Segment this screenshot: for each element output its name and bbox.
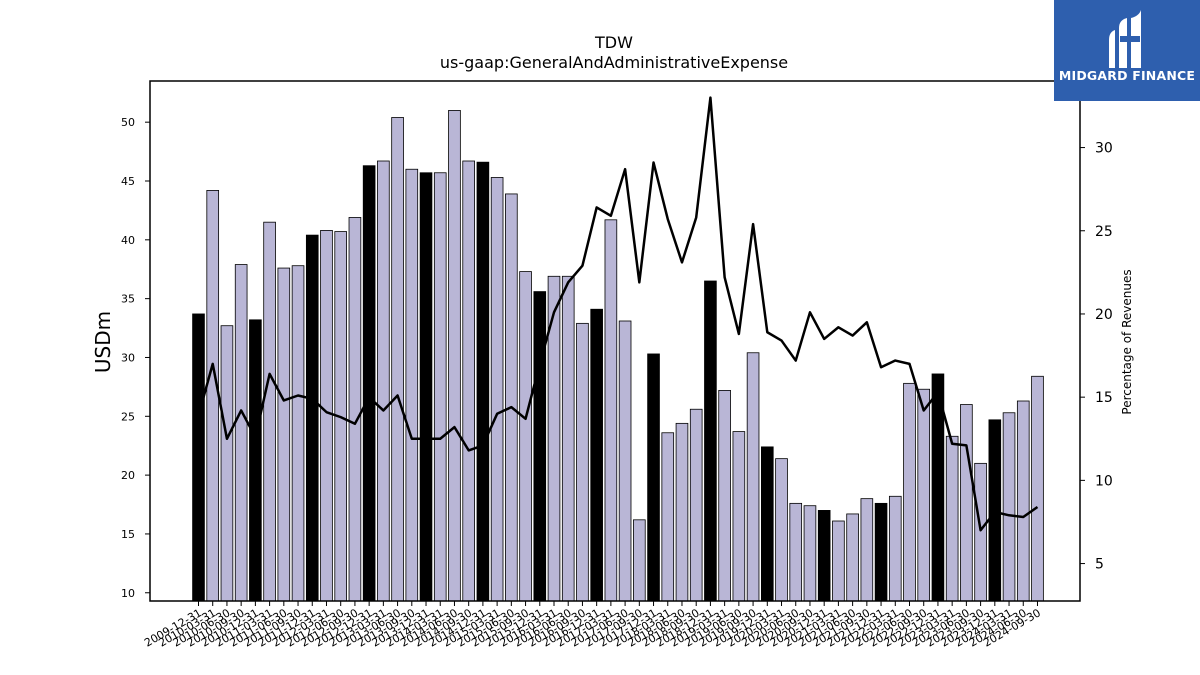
bar xyxy=(888,495,902,602)
bar xyxy=(305,234,319,602)
bar xyxy=(846,513,859,602)
y-tick-label: 30 xyxy=(121,351,135,364)
bar xyxy=(1016,400,1030,602)
bar xyxy=(917,388,931,602)
bar xyxy=(362,165,376,602)
y-tick-label: 40 xyxy=(121,234,135,247)
bar xyxy=(220,325,234,602)
bar xyxy=(775,458,788,602)
y-tick-label: 35 xyxy=(121,293,135,306)
y2-tick-label: 20 xyxy=(1095,307,1113,323)
bar xyxy=(391,117,404,602)
bar xyxy=(263,221,276,602)
bar xyxy=(206,190,220,602)
bar xyxy=(661,432,675,602)
bar xyxy=(490,177,504,602)
series-line xyxy=(197,96,1039,532)
bar xyxy=(874,502,888,602)
y-tick-label: 25 xyxy=(121,410,135,423)
bar xyxy=(320,230,333,602)
y-tick-label: 10 xyxy=(121,587,135,600)
brand-logo: MIDGARD FINANCE xyxy=(1054,0,1200,101)
bar xyxy=(746,352,760,602)
y-tick-label: 45 xyxy=(121,175,135,188)
bar xyxy=(945,435,959,602)
bar xyxy=(618,320,632,602)
y2-axis-label: Percentage of Revenues xyxy=(1120,269,1134,414)
y2-tick-label: 25 xyxy=(1095,224,1113,240)
y2-tick-label: 15 xyxy=(1095,390,1113,406)
bar xyxy=(974,462,987,602)
bar xyxy=(803,505,817,602)
chart-subtitle: us-gaap:GeneralAndAdministrativeExpense xyxy=(440,53,788,72)
bar xyxy=(604,219,618,602)
bar xyxy=(519,271,532,602)
bar xyxy=(960,404,973,602)
bar xyxy=(647,353,660,602)
bar xyxy=(832,520,845,602)
bar xyxy=(988,419,1002,602)
bar xyxy=(192,313,205,602)
bar xyxy=(348,217,362,602)
bar xyxy=(789,502,803,602)
y2-tick-label: 5 xyxy=(1095,557,1104,573)
bar xyxy=(704,280,717,602)
bar xyxy=(718,390,731,602)
bar xyxy=(505,193,518,602)
bar xyxy=(761,446,774,602)
bar xyxy=(377,160,390,602)
bar xyxy=(277,267,291,602)
plot-frame xyxy=(149,80,1081,602)
bar xyxy=(405,168,419,602)
midgard-logo-icon xyxy=(1109,10,1141,68)
y-axis-label: USDm xyxy=(91,311,115,373)
y-tick-label: 50 xyxy=(121,116,135,129)
bar xyxy=(462,160,475,602)
bar xyxy=(249,319,262,602)
bar xyxy=(817,510,831,602)
brand-name: MIDGARD FINANCE xyxy=(1058,68,1196,83)
y2-tick-label: 30 xyxy=(1095,141,1113,157)
y2-tick-label: 10 xyxy=(1095,473,1113,489)
bar xyxy=(561,275,575,602)
y-tick-label: 15 xyxy=(121,528,135,541)
y-tick-label: 20 xyxy=(121,469,135,482)
bar xyxy=(1031,375,1044,602)
bar xyxy=(675,422,689,602)
bar xyxy=(419,172,433,602)
chart-title: TDW xyxy=(594,33,633,52)
bar xyxy=(860,498,874,602)
bar xyxy=(1002,412,1016,602)
bar xyxy=(234,264,248,602)
bar xyxy=(576,322,589,602)
bar xyxy=(476,161,490,602)
bar xyxy=(433,172,447,602)
bar xyxy=(689,408,703,602)
bar xyxy=(291,265,305,602)
bar xyxy=(633,519,646,602)
bar xyxy=(533,291,547,602)
bar xyxy=(732,431,746,602)
bar xyxy=(590,308,603,602)
bar xyxy=(903,382,916,602)
bar xyxy=(448,110,461,602)
